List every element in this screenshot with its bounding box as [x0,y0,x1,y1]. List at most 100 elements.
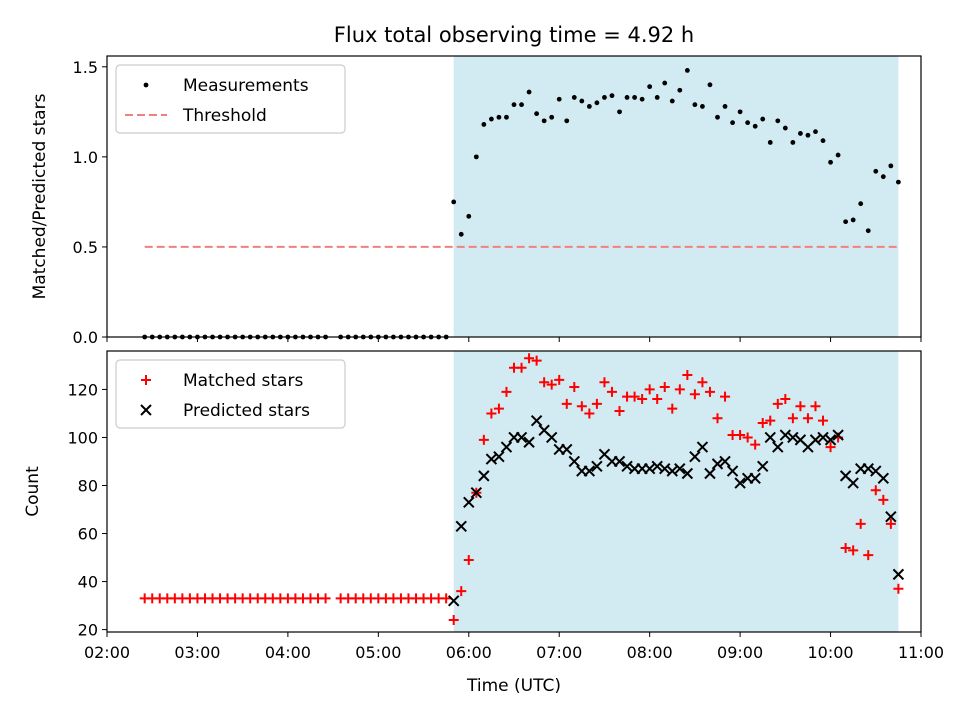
data-point [712,413,723,424]
data-point [637,394,648,405]
observing-window-band [453,351,899,632]
data-point [720,391,731,402]
data-point [824,434,837,446]
observing-window-band [453,56,899,337]
data-point [463,554,474,565]
data-point [602,95,607,100]
data-point [493,450,505,463]
data-point [832,429,844,441]
data-point [719,455,731,468]
y-tick-label: 120 [67,380,98,399]
data-point [485,453,498,465]
data-point [647,84,653,90]
data-point [493,403,504,414]
axes-frame [106,55,922,338]
data-point [526,89,532,95]
data-point [591,398,602,409]
data-point [470,486,483,499]
data-point [614,406,625,417]
data-point [652,394,663,405]
legend-box [115,359,346,429]
data-point [531,355,542,366]
data-point [735,430,746,441]
data-point [810,401,821,412]
data-point [707,82,713,88]
data-point [478,470,490,482]
data-point [629,391,640,402]
data-point [750,439,761,450]
data-point [447,595,460,607]
data-point [828,159,833,165]
data-point [722,104,728,109]
data-point [486,408,497,419]
data-point [599,377,610,388]
data-point [606,386,617,397]
data-point [745,120,751,126]
data-point [546,379,557,390]
data-point [696,441,709,453]
data-point [782,125,788,131]
data-point [692,102,698,108]
x-axis-label: Time (UTC) [466,676,561,696]
x-tick-label: 07:00 [536,643,582,662]
data-point [586,104,592,109]
data-point [591,460,603,472]
data-point [561,398,572,409]
y-tick-label: 60 [78,525,98,544]
data-point [478,434,489,445]
data-point [594,100,600,106]
y-tick-label: 40 [78,573,98,592]
data-point [885,511,897,523]
data-point [715,114,720,120]
data-point [515,431,528,444]
data-point [669,98,675,104]
data-point [554,374,565,385]
x-tick-label: 05:00 [355,643,401,662]
data-point [779,429,792,441]
series-measurements [142,68,901,340]
data-point [576,401,587,412]
data-point [697,377,708,388]
data-point [621,460,633,472]
x-tick-label: 09:00 [717,643,763,662]
y-tick-label: 0.0 [73,328,98,347]
y-axis-label: Matched/Predicted stars [30,93,50,299]
data-point [473,154,479,160]
data-point [858,201,864,207]
data-point [682,370,693,381]
y-tick-label: 100 [67,428,98,447]
data-point [556,96,562,102]
data-point [847,477,859,489]
data-point [530,414,543,427]
panel-star-counts: 02:00 03:00 04:00 05:00 06:00 07:00 08:00 09:00… [23,350,944,662]
data-point [659,462,671,475]
data-point [734,477,746,489]
x-tick-label: 10:00 [808,643,854,662]
data-point [534,111,540,117]
data-point [639,96,645,102]
data-point [888,163,894,169]
data-point [488,116,494,122]
data-point [456,586,467,597]
data-point [817,431,829,444]
data-point [764,431,776,444]
data-point [757,460,769,472]
data-point [840,542,851,553]
data-point [877,472,890,484]
data-point [584,408,595,419]
x-tick-label: 08:00 [627,643,673,662]
data-point [772,441,784,453]
series-matched-stars [139,353,904,625]
data-point [689,450,701,463]
legend-label: Matched stars [183,371,303,391]
data-point [644,384,655,395]
y-tick-label: 0.5 [73,238,98,257]
legend: Matched stars Predicted stars [115,359,346,429]
x-tick-label: 03:00 [174,643,220,662]
data-point [511,102,517,108]
data-point [519,102,524,108]
data-point [809,434,822,446]
data-point [561,443,573,456]
axes-frame [106,350,922,633]
